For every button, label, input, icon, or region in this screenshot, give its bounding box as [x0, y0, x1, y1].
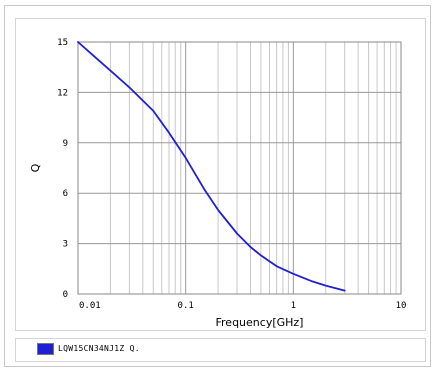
x-tick-label: 10 [396, 301, 407, 311]
q-vs-frequency-chart: 0 3 6 9 12 15 0.01 0.1 1 10 Frequency[GHz] Q [29, 38, 407, 329]
legend-swatch [37, 343, 54, 355]
series-line [77, 41, 346, 292]
plot-panel [15, 18, 426, 331]
y-tick-label: 0 [63, 290, 68, 300]
y-tick-label: 6 [63, 189, 68, 199]
x-axis-label: Frequency[GHz] [216, 316, 304, 329]
x-tick-label: 1 [291, 301, 296, 311]
legend-label: LQW15CN34NJ1Z Q. [58, 344, 140, 353]
plot-border [77, 41, 402, 295]
y-axis-label: Q [29, 163, 42, 172]
chart-frame: 0 3 6 9 12 15 0.01 0.1 1 10 Frequency[GHz] Q LQW15C… [4, 5, 431, 367]
y-tick-label: 15 [57, 38, 68, 48]
y-tick-label: 12 [57, 88, 68, 98]
y-tick-label: 3 [63, 240, 68, 250]
x-tick-label: 0.01 [79, 301, 101, 311]
legend: LQW15CN34NJ1Z Q. [15, 338, 426, 362]
y-tick-label: 9 [63, 139, 68, 149]
x-tick-label: 0.1 [178, 301, 194, 311]
